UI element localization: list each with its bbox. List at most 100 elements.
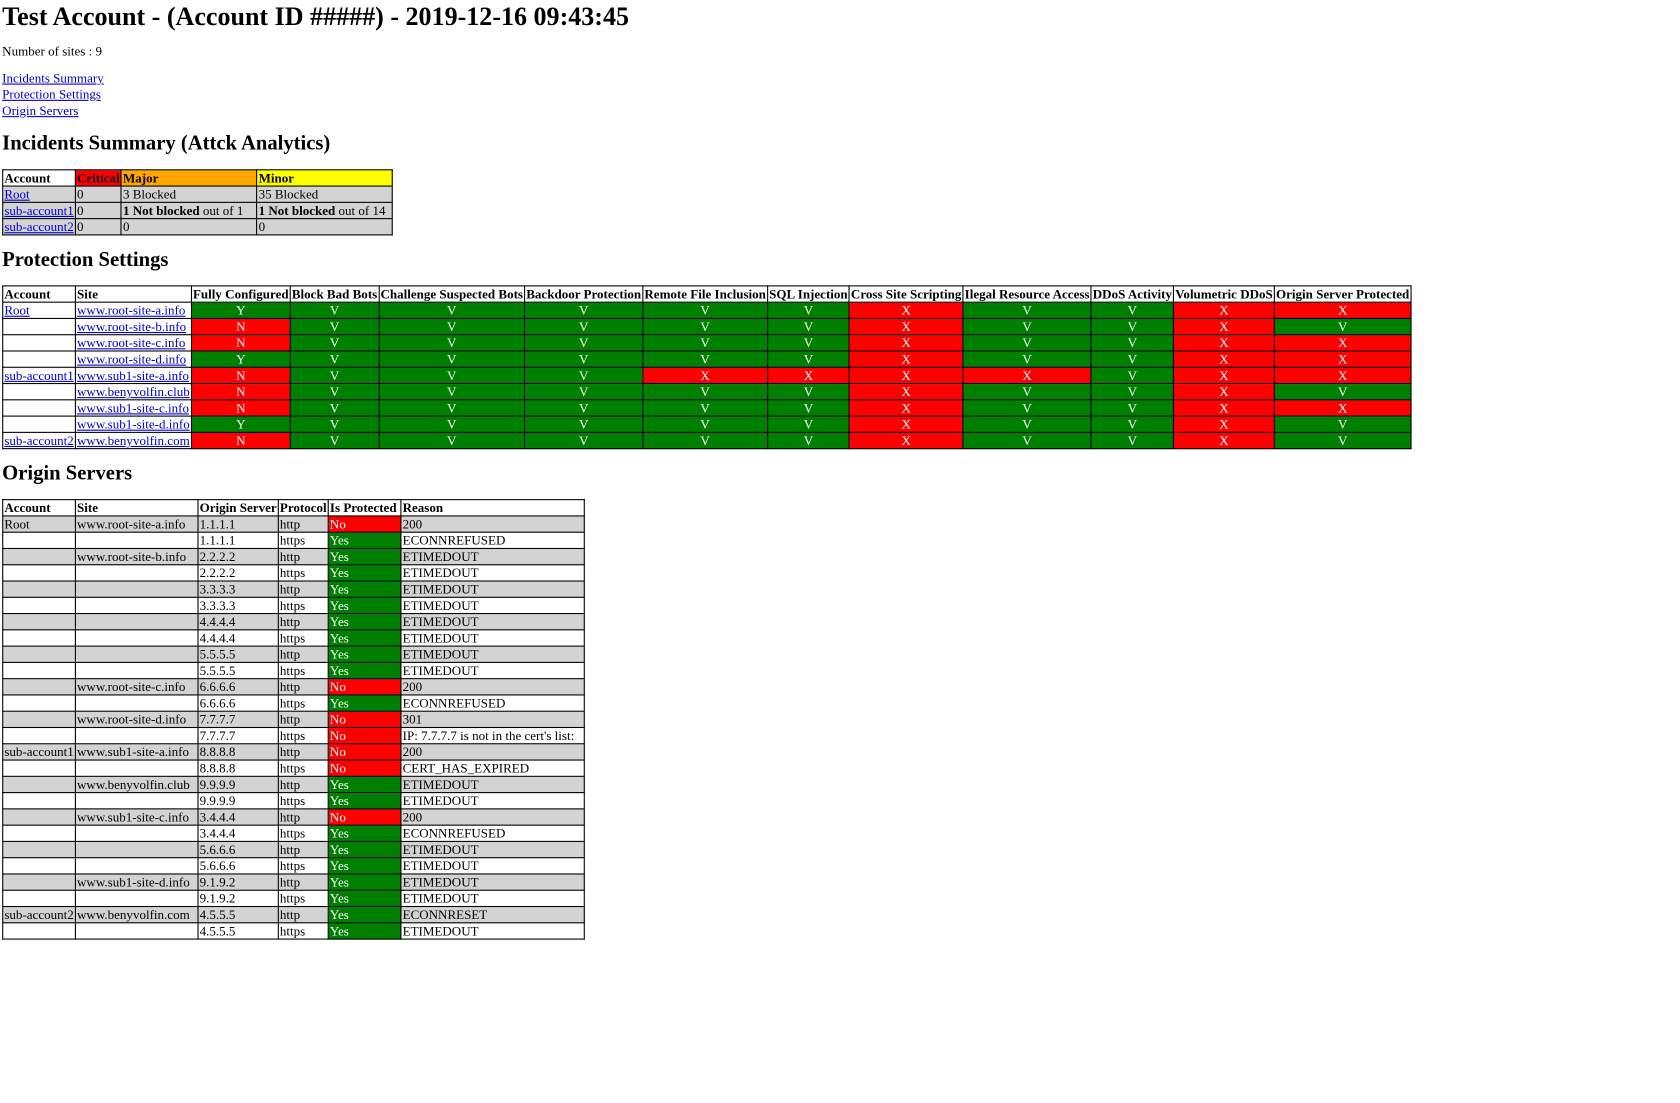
account-cell — [2, 889, 76, 908]
site-cell: www.root-site-a.info — [74, 515, 199, 533]
setting-status-cell: V — [289, 350, 380, 368]
account-link[interactable]: sub-account1 — [4, 367, 74, 384]
protocol-cell: https — [277, 531, 329, 550]
site-cell: www.sub1-site-c.info — [74, 808, 199, 826]
account-link[interactable]: sub-account1 — [4, 202, 74, 219]
setting-status-cell: X — [848, 399, 964, 417]
setting-status-cell: V — [289, 301, 380, 319]
site-link[interactable]: www.root-site-b.info — [77, 318, 187, 335]
is-protected-cell: Yes — [327, 889, 402, 908]
reason-cell: ETIMEDOUT — [400, 580, 585, 598]
setting-status-cell: V — [524, 415, 644, 433]
site-link[interactable]: www.benyvolfin.club — [77, 384, 190, 400]
origin-row: www.benyvolfin.club 9.9.9.9 http Yes ETIMEDO… — [2, 775, 585, 794]
setting-status-cell: V — [766, 301, 850, 319]
origin-server-cell: 7.7.7.7 — [197, 726, 279, 745]
account-cell — [2, 775, 76, 794]
setting-status-cell: X — [766, 366, 850, 385]
origin-row: 8.8.8.8 https No CERT_HAS_EXPIRED — [2, 759, 585, 777]
is-protected-cell: Yes — [327, 857, 402, 875]
setting-status-cell: X — [642, 366, 769, 385]
link-origin-servers[interactable]: Origin Servers — [2, 103, 79, 119]
protocol-cell: http — [277, 678, 329, 696]
setting-status-cell: V — [378, 415, 526, 433]
column-header: Volumetric DDoS — [1173, 285, 1275, 303]
setting-status-cell: V — [1090, 317, 1175, 336]
site-link[interactable]: www.root-site-a.info — [77, 302, 186, 318]
site-link[interactable]: www.sub1-site-c.info — [77, 400, 189, 416]
protocol-cell: http — [277, 743, 329, 761]
setting-status-cell: X — [1173, 431, 1275, 450]
origin-server-cell: 5.5.5.5 — [197, 645, 279, 663]
setting-status-cell: V — [642, 350, 769, 368]
setting-status-cell: V — [378, 431, 526, 450]
site-cell: www.root-site-b.info — [74, 317, 192, 336]
origin-server-cell: 9.1.9.2 — [197, 889, 279, 908]
column-header: Remote File Inclusion — [642, 285, 769, 303]
site-cell — [74, 840, 199, 859]
account-cell — [2, 759, 76, 777]
site-link[interactable]: www.root-site-c.info — [77, 335, 186, 351]
is-protected-cell: No — [327, 808, 402, 826]
site-cell — [74, 726, 199, 745]
site-cell: www.root-site-c.info — [74, 334, 192, 352]
origin-server-cell: 3.3.3.3 — [197, 596, 279, 615]
setting-status-cell: V — [378, 317, 526, 336]
protection-row: www.root-site-c.info N V V V V V X V V X X — [2, 334, 1412, 352]
account-cell — [2, 415, 76, 433]
setting-status-cell: X — [848, 350, 964, 368]
origin-row: 3.3.3.3 https Yes ETIMEDOUT — [2, 596, 585, 615]
setting-status-cell: V — [766, 334, 850, 352]
is-protected-cell: Yes — [327, 596, 402, 615]
table-header-row: Account Site Fully Configured Block Bad Bot… — [2, 285, 1412, 303]
protection-row: www.root-site-b.info N V V V V V X V V X V — [2, 317, 1412, 336]
critical-count: 0 — [74, 185, 122, 203]
is-protected-cell: Yes — [327, 547, 402, 566]
link-protection-settings[interactable]: Protection Settings — [2, 86, 101, 102]
setting-status-cell: V — [962, 383, 1092, 401]
critical-count: 0 — [74, 218, 122, 236]
setting-status-cell: V — [1090, 431, 1175, 450]
column-header: Ilegal Resource Access — [962, 285, 1092, 303]
setting-status-cell: X — [1273, 334, 1412, 352]
origin-row: sub-account1 www.sub1-site-a.info 8.8.8.8 h… — [2, 743, 585, 761]
column-header: Is Protected — [327, 499, 402, 517]
setting-status-cell: V — [962, 350, 1092, 368]
site-link[interactable]: www.sub1-site-a.info — [77, 367, 189, 384]
setting-status-cell: V — [962, 317, 1092, 336]
account-link[interactable]: Root — [4, 186, 30, 202]
site-cell: www.benyvolfin.club — [74, 775, 199, 794]
site-cell: www.root-site-b.info — [74, 547, 199, 566]
reason-cell: 301 — [400, 710, 585, 729]
site-link[interactable]: www.root-site-d.info — [77, 351, 187, 367]
column-header: Account — [2, 169, 76, 187]
setting-status-cell: V — [289, 415, 380, 433]
origin-server-cell: 2.2.2.2 — [197, 564, 279, 582]
site-link[interactable]: www.benyvolfin.com — [77, 432, 190, 449]
account-link[interactable]: sub-account2 — [4, 219, 74, 235]
account-cell: sub-account1 — [2, 743, 76, 761]
account-link[interactable]: Root — [4, 302, 30, 318]
column-header: Block Bad Bots — [289, 285, 380, 303]
setting-status-cell: V — [766, 383, 850, 401]
account-link[interactable]: sub-account2 — [4, 432, 74, 449]
site-link[interactable]: www.sub1-site-d.info — [77, 416, 190, 432]
setting-status-cell: V — [289, 366, 380, 385]
account-cell — [2, 678, 76, 696]
setting-status-cell: V — [524, 383, 644, 401]
incidents-body: Root 0 3 Blocked 35 Blocked sub-account1 0 1 N… — [2, 185, 394, 236]
page-title: Test Account - (Account ID #####) - 2019… — [2, 3, 630, 32]
setting-status-cell: V — [1090, 415, 1175, 433]
column-header: Account — [2, 285, 76, 303]
link-incidents-summary[interactable]: Incidents Summary — [2, 70, 104, 86]
setting-status-cell: V — [378, 383, 526, 401]
origin-row: www.root-site-c.info 6.6.6.6 http No 200 — [2, 678, 585, 696]
setting-status-cell: V — [1090, 399, 1175, 417]
protection-heading: Protection Settings — [2, 248, 169, 272]
setting-status-cell: V — [524, 301, 644, 319]
minor-count: 35 Blocked — [256, 185, 394, 203]
account-cell — [2, 531, 76, 550]
setting-status-cell: V — [642, 334, 769, 352]
reason-cell: 200 — [400, 808, 585, 826]
